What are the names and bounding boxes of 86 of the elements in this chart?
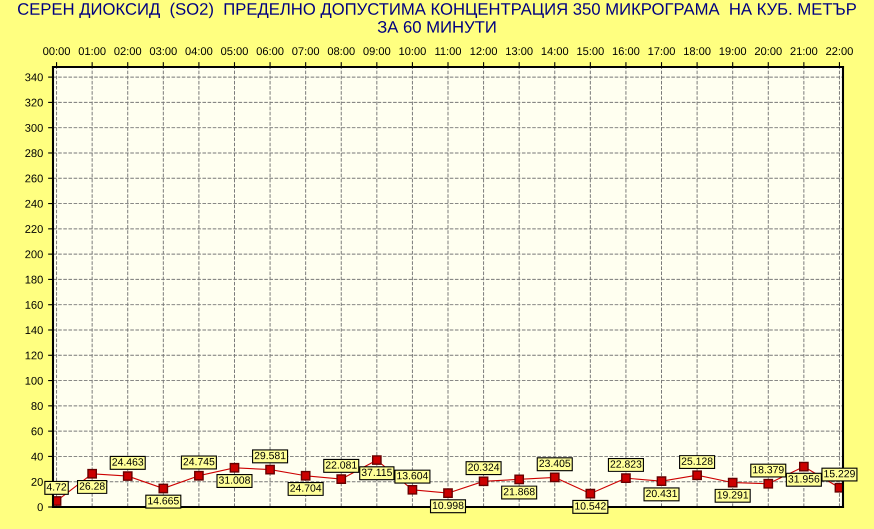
point [158, 484, 168, 494]
point [408, 484, 418, 495]
y-tick-label: 320 [25, 98, 43, 107]
x-tick-label: 02:00 [114, 47, 142, 56]
data-label: 10.998 [432, 502, 464, 510]
x-tick-label: 04:00 [185, 47, 212, 56]
point [798, 462, 809, 472]
y-tick-label: 20 [31, 478, 43, 486]
x-tick-label: 16:00 [612, 47, 640, 56]
y-tick-label: 160 [26, 300, 43, 309]
point [230, 462, 240, 473]
y-tick-label: 80 [31, 402, 43, 410]
y-tick-label: 0 [38, 503, 43, 512]
data-label: 24.745 [183, 458, 214, 466]
y-tick-label: 340 [25, 73, 43, 82]
x-tick-label: 05:00 [221, 47, 248, 56]
data-label: 31.956 [788, 475, 820, 483]
point [763, 478, 774, 489]
point [478, 476, 488, 486]
data-label: 22.823 [610, 460, 642, 468]
data-label: 18.379 [753, 466, 784, 474]
x-tick-label: 03:00 [150, 47, 177, 56]
data-label: 14.665 [148, 497, 179, 504]
y-tick-label: 180 [26, 276, 43, 284]
point [443, 488, 453, 498]
y-tick-label: 120 [26, 352, 43, 360]
data-label: 24.704 [290, 484, 322, 492]
point [372, 455, 382, 465]
x-tick-label: 00:00 [43, 47, 70, 56]
x-tick-label: 20:00 [754, 47, 782, 56]
x-tick-label: 13:00 [506, 47, 533, 56]
data-label: 20.431 [646, 490, 677, 498]
point [300, 470, 311, 481]
x-tick-label: 22:00 [826, 47, 853, 56]
y-tick-label: 40 [31, 452, 43, 461]
x-tick-label: 11:00 [435, 47, 462, 56]
y-tick-label: 220 [25, 225, 43, 233]
y-tick-label: 260 [25, 174, 43, 182]
point [585, 488, 596, 499]
point [514, 474, 524, 484]
point [336, 474, 346, 484]
y-tick-label: 100 [26, 376, 43, 385]
data-label: 23.405 [539, 460, 570, 468]
chart-title: СЕРЕН ДИОКСИД (SO2) ПРЕДЕЛНО ДОПУСТИМА КОНЦЕНТРАЦИЯ 350 МИКРОГРАМА НА КУБ. МЕТЪР ЗА 60 МИНУТИ [18, 2, 856, 33]
x-tick-label: 17:00 [648, 47, 675, 56]
point [122, 471, 133, 481]
y-tick-label: 60 [31, 427, 43, 436]
data-label: 37.115 [362, 468, 392, 476]
x-tick-label: 10:00 [399, 47, 426, 56]
x-tick-label: 19:00 [720, 47, 746, 56]
data-label: 21.868 [504, 488, 535, 496]
y-tick-label: 280 [25, 149, 43, 158]
point [87, 468, 98, 479]
x-tick-label: 01:00 [78, 47, 106, 56]
data-label: 26.28 [80, 482, 105, 490]
y-tick-label: 140 [26, 326, 43, 334]
data-label: 19.291 [718, 491, 748, 499]
data-label: 29.581 [254, 452, 286, 460]
data-label: 31.008 [218, 476, 250, 484]
x-tick-label: 14:00 [542, 47, 568, 56]
data-label: 22.081 [326, 461, 357, 469]
x-tick-label: 06:00 [256, 47, 284, 56]
y-tick-label: 300 [25, 124, 43, 132]
data-label: 20.324 [468, 464, 500, 471]
x-tick-label: 18:00 [684, 47, 711, 56]
data-label: 15.229 [824, 470, 855, 478]
x-tick-label: 15:00 [577, 47, 604, 56]
point [621, 473, 631, 484]
x-tick-label: 21:00 [790, 47, 818, 56]
point [656, 476, 666, 486]
y-tick-label: 240 [25, 200, 43, 208]
point [550, 472, 560, 482]
x-tick-label: 07:00 [292, 47, 320, 56]
x-tick-label: 08:00 [328, 47, 355, 56]
data-label: 13.604 [397, 472, 428, 480]
point [728, 478, 738, 488]
point [194, 470, 204, 481]
data-label: 10.542 [575, 502, 606, 510]
y-tick-label: 200 [25, 250, 43, 258]
x-tick-label: 12:00 [470, 47, 498, 56]
x-tick-label: 09:00 [363, 47, 390, 56]
point [692, 470, 702, 480]
point [265, 464, 275, 474]
data-label: 25.128 [682, 457, 713, 465]
data-label: 24.463 [112, 458, 144, 466]
data-label: 4.72 [46, 483, 66, 491]
